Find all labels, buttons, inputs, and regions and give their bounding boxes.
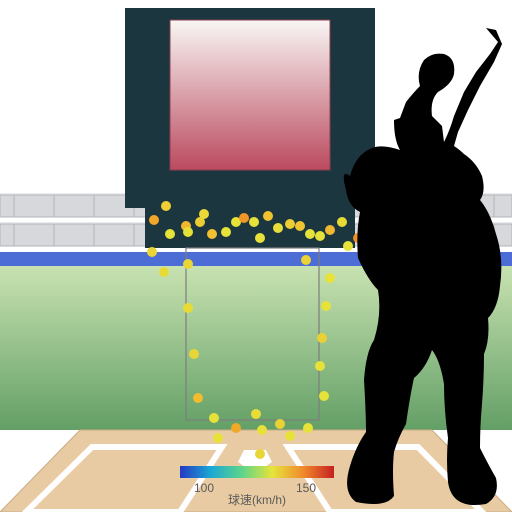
pitch-point <box>239 213 249 223</box>
scene-svg: 100 150 球速(km/h) <box>0 0 512 512</box>
pitch-point <box>315 231 325 241</box>
pitch-point <box>263 211 273 221</box>
baseball-pitch-chart: 100 150 球速(km/h) <box>0 0 512 512</box>
pitch-point <box>285 219 295 229</box>
pitch-point <box>343 241 353 251</box>
pitch-point <box>255 233 265 243</box>
pitch-point <box>183 227 193 237</box>
pitch-point <box>193 393 203 403</box>
pitch-point <box>147 247 157 257</box>
pitch-point <box>255 449 265 459</box>
pitch-point <box>213 433 223 443</box>
pitch-point <box>231 423 241 433</box>
pitch-point <box>317 333 327 343</box>
pitch-point <box>159 267 169 277</box>
scoreboard-base <box>145 208 355 248</box>
colorbar-tick: 100 <box>194 481 214 495</box>
pitch-point <box>315 361 325 371</box>
pitch-point <box>249 217 259 227</box>
pitch-point <box>301 255 311 265</box>
pitch-point <box>189 349 199 359</box>
colorbar <box>180 466 334 478</box>
pitch-point <box>165 229 175 239</box>
pitch-point <box>149 215 159 225</box>
pitch-point <box>257 425 267 435</box>
pitch-point <box>183 259 193 269</box>
pitch-point <box>209 413 219 423</box>
pitch-point <box>305 229 315 239</box>
pitch-point <box>321 301 331 311</box>
pitch-point <box>295 221 305 231</box>
pitch-point <box>337 217 347 227</box>
pitch-point <box>221 227 231 237</box>
pitch-point <box>325 273 335 283</box>
pitch-point <box>183 303 193 313</box>
colorbar-label: 球速(km/h) <box>228 493 286 507</box>
pitch-point <box>273 223 283 233</box>
pitch-point <box>319 391 329 401</box>
pitch-point <box>303 423 313 433</box>
pitch-point <box>207 229 217 239</box>
colorbar-tick: 150 <box>296 481 316 495</box>
pitch-point <box>161 201 171 211</box>
pitch-point <box>285 431 295 441</box>
pitch-point <box>275 419 285 429</box>
scoreboard-screen <box>170 20 330 170</box>
pitch-point <box>251 409 261 419</box>
pitch-point <box>325 225 335 235</box>
pitch-point <box>199 209 209 219</box>
